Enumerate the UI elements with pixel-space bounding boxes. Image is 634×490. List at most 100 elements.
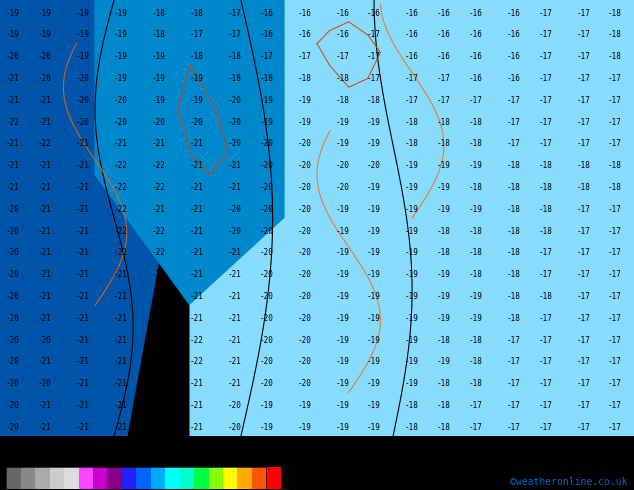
Bar (136, 467, 151, 489)
Text: -21: -21 (190, 423, 204, 432)
Text: -19: -19 (367, 314, 381, 323)
Text: -17: -17 (259, 52, 273, 61)
Text: -19: -19 (405, 336, 419, 344)
Text: -17: -17 (538, 358, 552, 367)
Text: -20: -20 (6, 314, 20, 323)
Text: -18: -18 (437, 336, 451, 344)
Text: -20: -20 (6, 52, 20, 61)
Text: -17: -17 (367, 74, 381, 83)
Text: -17: -17 (608, 358, 622, 367)
Text: -18: -18 (405, 118, 419, 126)
Text: -17: -17 (608, 96, 622, 105)
Text: -21: -21 (37, 401, 51, 410)
Text: -22: -22 (113, 248, 127, 257)
Text: -18: -18 (469, 379, 482, 388)
Text: -21: -21 (190, 314, 204, 323)
Text: -16: -16 (335, 9, 349, 18)
Text: -16: -16 (507, 9, 521, 18)
Text: -20: -20 (190, 118, 204, 126)
Text: -19: -19 (405, 292, 419, 301)
Bar (266, 467, 281, 489)
Text: -18: -18 (335, 74, 349, 83)
Text: -17: -17 (538, 401, 552, 410)
Text: -17: -17 (576, 379, 590, 388)
Text: -18: -18 (469, 227, 482, 236)
Text: -20: -20 (259, 358, 273, 367)
Text: -21: -21 (37, 205, 51, 214)
Text: -17: -17 (576, 423, 590, 432)
Polygon shape (0, 0, 158, 436)
Text: -21: -21 (228, 379, 242, 388)
Text: -19: -19 (405, 161, 419, 170)
Text: -19: -19 (335, 336, 349, 344)
Text: -17: -17 (507, 140, 521, 148)
Text: -17: -17 (538, 74, 552, 83)
Text: -18: -18 (228, 52, 242, 61)
Text: ©weatheronline.co.uk: ©weatheronline.co.uk (510, 477, 628, 487)
Text: -17: -17 (228, 30, 242, 39)
Text: -22: -22 (190, 358, 204, 367)
Text: -19: -19 (259, 96, 273, 105)
Text: -17: -17 (538, 52, 552, 61)
Text: -22: -22 (152, 161, 165, 170)
Text: -18: -18 (469, 270, 482, 279)
Text: -20: -20 (152, 118, 165, 126)
Text: -17: -17 (608, 74, 622, 83)
Text: -18: -18 (190, 9, 204, 18)
Text: -17: -17 (228, 9, 242, 18)
Text: -22: -22 (113, 205, 127, 214)
Text: -17: -17 (576, 74, 590, 83)
Text: -20: -20 (228, 423, 242, 432)
Text: -22: -22 (113, 161, 127, 170)
Text: -16: -16 (335, 30, 349, 39)
Text: -20: -20 (297, 183, 311, 192)
Text: -17: -17 (297, 52, 311, 61)
Text: -20: -20 (113, 96, 127, 105)
Text: -17: -17 (538, 336, 552, 344)
Text: -16: -16 (469, 9, 482, 18)
Text: -17: -17 (608, 205, 622, 214)
Text: -17: -17 (507, 96, 521, 105)
Text: -19: -19 (405, 205, 419, 214)
Text: -18: -18 (405, 401, 419, 410)
Text: -19: -19 (113, 30, 127, 39)
Bar (194, 467, 209, 489)
Text: -19: -19 (405, 314, 419, 323)
Text: -17: -17 (469, 401, 482, 410)
Text: -18: -18 (437, 140, 451, 148)
Text: -19: -19 (152, 74, 165, 83)
Text: -21: -21 (37, 314, 51, 323)
Text: -19: -19 (335, 248, 349, 257)
Text: -17: -17 (608, 140, 622, 148)
Text: -19: -19 (335, 118, 349, 126)
Text: -17: -17 (469, 96, 482, 105)
Text: -21: -21 (75, 140, 89, 148)
Text: -20: -20 (297, 292, 311, 301)
Text: -17: -17 (538, 118, 552, 126)
Text: -22: -22 (6, 118, 20, 126)
Text: -19: -19 (297, 423, 311, 432)
Text: -21: -21 (113, 314, 127, 323)
Text: Height/Temp. 500 hPa [gdmp][°C] ECMWF: Height/Temp. 500 hPa [gdmp][°C] ECMWF (6, 446, 238, 456)
Text: -18: -18 (576, 183, 590, 192)
Text: -17: -17 (608, 401, 622, 410)
Text: -21: -21 (152, 205, 165, 214)
Text: -19: -19 (6, 30, 20, 39)
Text: -16: -16 (367, 9, 381, 18)
Text: -22: -22 (152, 248, 165, 257)
Text: -21: -21 (152, 270, 165, 279)
Text: -21: -21 (6, 161, 20, 170)
Text: -18: -18 (608, 52, 622, 61)
Text: -19: -19 (335, 140, 349, 148)
Text: -21: -21 (75, 336, 89, 344)
Text: -21: -21 (113, 336, 127, 344)
Text: -20: -20 (297, 336, 311, 344)
Bar (165, 467, 179, 489)
Text: -18: -18 (437, 227, 451, 236)
Text: -20: -20 (259, 270, 273, 279)
Text: -21: -21 (37, 292, 51, 301)
Text: -19: -19 (405, 270, 419, 279)
Text: -17: -17 (538, 423, 552, 432)
Text: -17: -17 (437, 96, 451, 105)
Text: -19: -19 (367, 401, 381, 410)
